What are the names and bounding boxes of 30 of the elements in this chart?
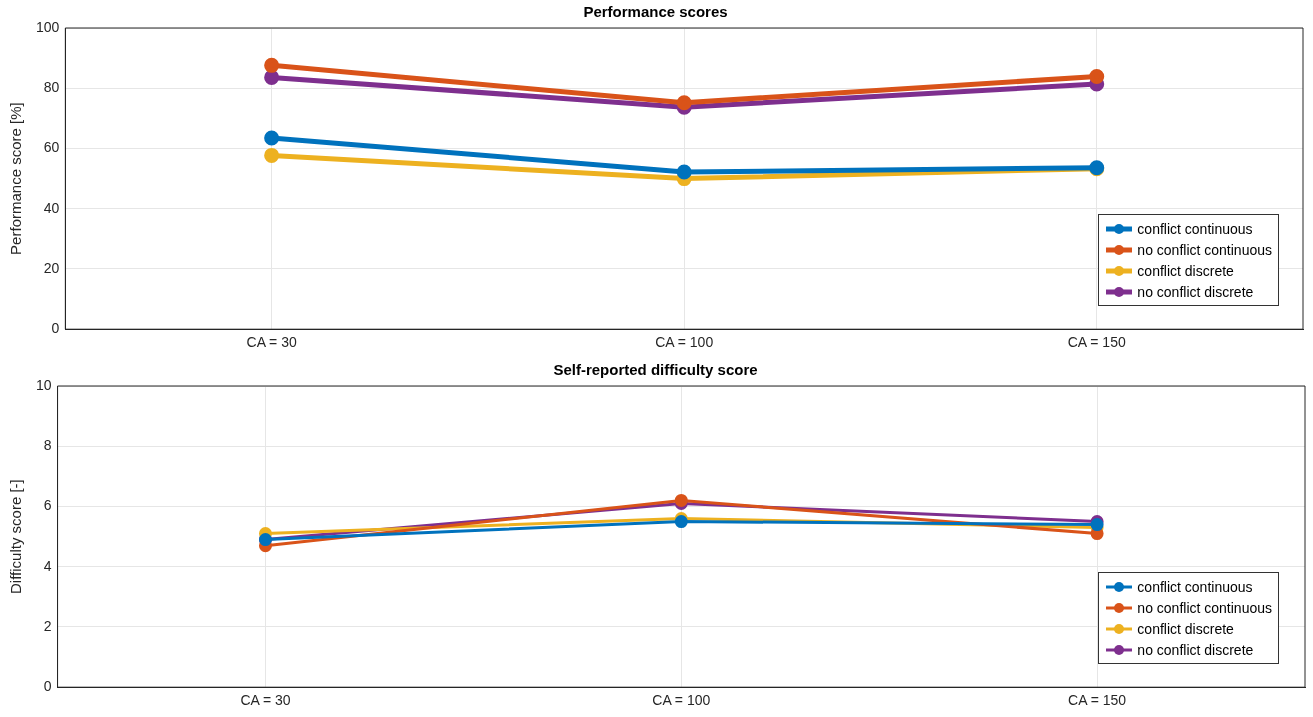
- chart-title: Self-reported difficulty score: [553, 361, 758, 379]
- y-tick-label: 6: [43, 497, 52, 514]
- y-tick-label: 2: [43, 617, 52, 634]
- legend-label: no conflict discrete: [1137, 283, 1254, 300]
- legend-label: no conflict continuous: [1137, 241, 1272, 258]
- legend-label: conflict discrete: [1137, 620, 1234, 637]
- y-tick-label: 20: [43, 259, 60, 276]
- y-tick-label: 80: [43, 79, 60, 96]
- legend-label: conflict discrete: [1137, 262, 1234, 279]
- legend-label: no conflict continuous: [1137, 599, 1272, 616]
- y-axis-title: Performance score [%]: [7, 102, 25, 255]
- legend-label: conflict continuous: [1137, 578, 1253, 595]
- x-tick-label: CA = 150: [1067, 334, 1126, 351]
- y-tick-label: 60: [43, 139, 60, 156]
- legend-label: conflict continuous: [1137, 220, 1253, 237]
- y-tick-label: 0: [51, 320, 60, 337]
- y-tick-label: 4: [43, 557, 52, 574]
- x-tick-label: CA = 30: [240, 692, 291, 709]
- x-tick-label: CA = 100: [655, 334, 714, 351]
- y-tick-label: 100: [36, 18, 60, 35]
- x-tick-label: CA = 30: [246, 334, 297, 351]
- legend-label: no conflict discrete: [1137, 641, 1254, 658]
- y-tick-label: 10: [35, 376, 52, 393]
- y-tick-label: 0: [43, 678, 52, 695]
- y-axis-title: Difficulty score [-]: [7, 479, 25, 594]
- y-tick-label: 8: [43, 437, 52, 454]
- x-tick-label: CA = 100: [652, 692, 711, 709]
- x-tick-label: CA = 150: [1068, 692, 1127, 709]
- y-tick-label: 40: [43, 199, 60, 216]
- chart-title: Performance scores: [583, 3, 728, 21]
